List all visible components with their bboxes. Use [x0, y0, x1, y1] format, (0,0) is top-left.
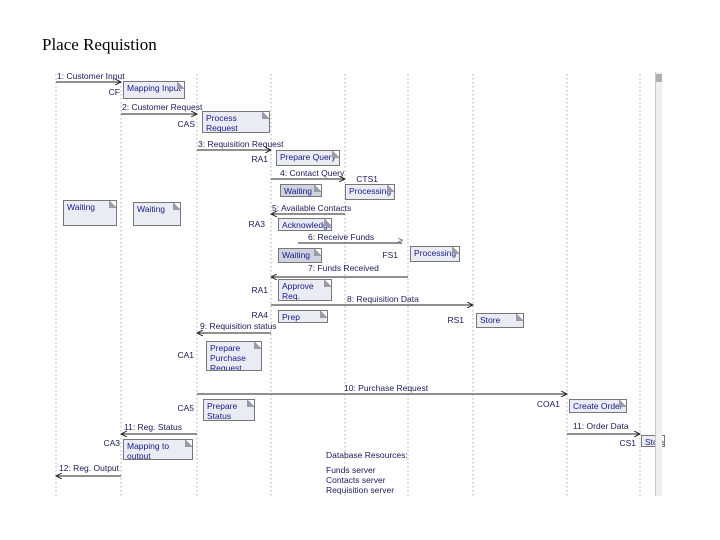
activity-waiting-4: Waiting [278, 248, 322, 263]
lifeline-id-ra4: RA4 [251, 310, 268, 320]
message-label-4: 4: Contact Query [280, 168, 345, 178]
message-label-5: 5: Available Contacts [272, 203, 352, 213]
activity-processing-1: Processing [345, 184, 395, 200]
lifeline-id-cs1: CS1 [619, 438, 636, 448]
lifeline-id-cf: CF [108, 87, 120, 97]
activity-waiting-2: Waiting [63, 200, 117, 226]
lifeline-id-ra1-b: RA1 [251, 285, 268, 295]
activity-waiting-1: Waiting [280, 184, 322, 197]
message-label-12: 12: Reg. Output [59, 463, 120, 473]
activity-prepare-purchase-request: Prepare Purchase Request [206, 341, 262, 371]
sequence-diagram: 1: Customer Input 2: Customer Request 3:… [40, 68, 665, 500]
activity-mapping-input: Mapping Input [123, 81, 185, 99]
vertical-scrollbar[interactable] [655, 72, 662, 496]
message-label-9: 9: Requisition status [200, 321, 277, 331]
activity-prepare-query: Prepare Query [276, 150, 340, 166]
arrow-chevron: > [398, 235, 403, 245]
db-note-line: Funds server [326, 465, 376, 475]
message-label-2: 2: Customer Request [122, 102, 203, 112]
lifeline-id-ra1: RA1 [251, 154, 268, 164]
db-note-line: Contacts server [326, 475, 386, 485]
lifeline-id-cas: CAS [177, 119, 195, 129]
lifeline-id-cts1: CTS1 [356, 174, 378, 184]
lifeline-id-rs1: RS1 [447, 315, 464, 325]
scrollbar-thumb[interactable] [656, 74, 662, 82]
activity-processing-2: Processing [410, 246, 460, 262]
message-label-11: 11: Reg. Status [124, 422, 182, 432]
activity-process-request: Process Request [202, 111, 270, 133]
message-label-11b: 11: Order Data [573, 421, 629, 431]
activity-create-order: Create Order [569, 399, 627, 413]
lifeline-id-ca1: CA1 [177, 350, 194, 360]
message-label-3: 3: Requisition Request [198, 139, 284, 149]
page-title: Place Requistion [42, 35, 157, 54]
lifeline-id-coa1: COA1 [536, 399, 560, 409]
activity-store-data: Store Data [476, 313, 524, 328]
lifeline-id-ra3: RA3 [248, 219, 265, 229]
db-note-heading: Database Resources: [326, 450, 408, 460]
activity-mapping-to-output: Mapping to output [123, 439, 193, 460]
message-label-6: 6: Receive Funds [308, 232, 375, 242]
activity-acknowledge: Acknowledge [278, 218, 332, 231]
activity-approve-req: Approve Req. Process Data [278, 279, 332, 301]
message-label-7: 7: Funds Received [308, 263, 379, 273]
diagram-lines [40, 74, 665, 496]
message-label-10: 10: Purchase Request [344, 383, 429, 393]
lifeline-id-ca3: CA3 [103, 438, 120, 448]
message-label-8: 8: Requisition Data [347, 294, 419, 304]
activity-waiting-3: Waiting [133, 202, 181, 226]
db-note-line: Requisition server [326, 485, 395, 495]
database-resources-note: Database Resources: Funds server Contact… [326, 450, 408, 495]
lifeline-id-ca5: CA5 [177, 403, 194, 413]
lifeline-id-fs1: FS1 [382, 250, 398, 260]
message-label-1: 1: Customer Input [57, 71, 125, 81]
activity-prep-status: Prep Status [278, 310, 328, 323]
activity-prepare-status: Prepare Status [203, 399, 255, 421]
